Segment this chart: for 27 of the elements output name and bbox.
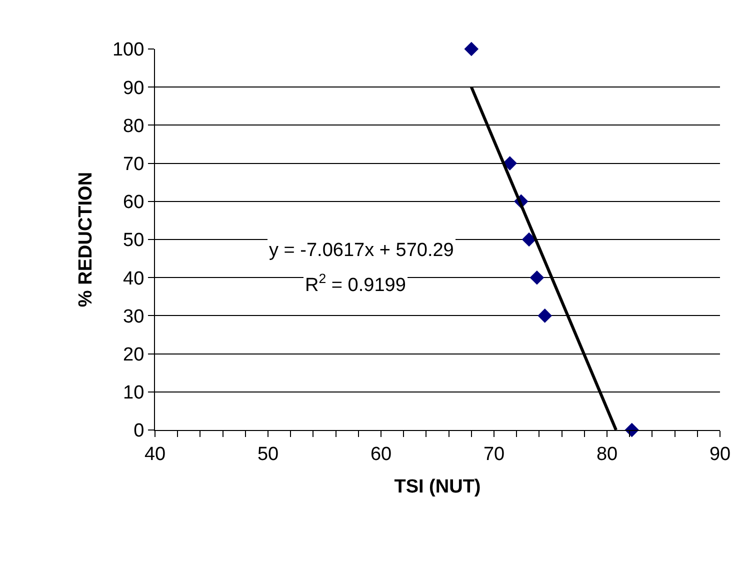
y-tick-label: 80 [123, 116, 144, 137]
x-tick-label: 80 [596, 444, 618, 465]
x-tick-label: 50 [257, 444, 279, 465]
x-tick-label: 60 [370, 444, 392, 465]
y-tick-label: 60 [123, 192, 144, 214]
y-tick-label: 90 [123, 78, 144, 99]
y-axis-title: % REDUCTION [75, 172, 96, 308]
y-tick-label: 70 [123, 154, 144, 175]
annotation: R$^{2}$ = 0.9199 [305, 271, 406, 296]
point [522, 232, 536, 247]
x-tick-label: 40 [144, 444, 166, 465]
y-tick-label: 0 [134, 420, 144, 442]
y-tick-label: 10 [123, 382, 144, 404]
y-tick-label: 100 [112, 40, 144, 61]
point [502, 156, 517, 170]
point [464, 42, 479, 56]
y-tick-label: 50 [123, 230, 144, 252]
point [530, 270, 544, 285]
y-tick-label: 30 [123, 306, 144, 328]
point [538, 308, 552, 323]
x-axis-title: TSI (NUT) [394, 476, 481, 498]
x-tick-label: 70 [483, 444, 505, 465]
point [624, 422, 640, 438]
x-tick-label: 90 [709, 444, 731, 465]
annotation: y = -7.0617x + 570.29 [269, 240, 454, 261]
y-tick-label: 20 [123, 344, 144, 366]
y-tick-label: 40 [123, 268, 144, 290]
